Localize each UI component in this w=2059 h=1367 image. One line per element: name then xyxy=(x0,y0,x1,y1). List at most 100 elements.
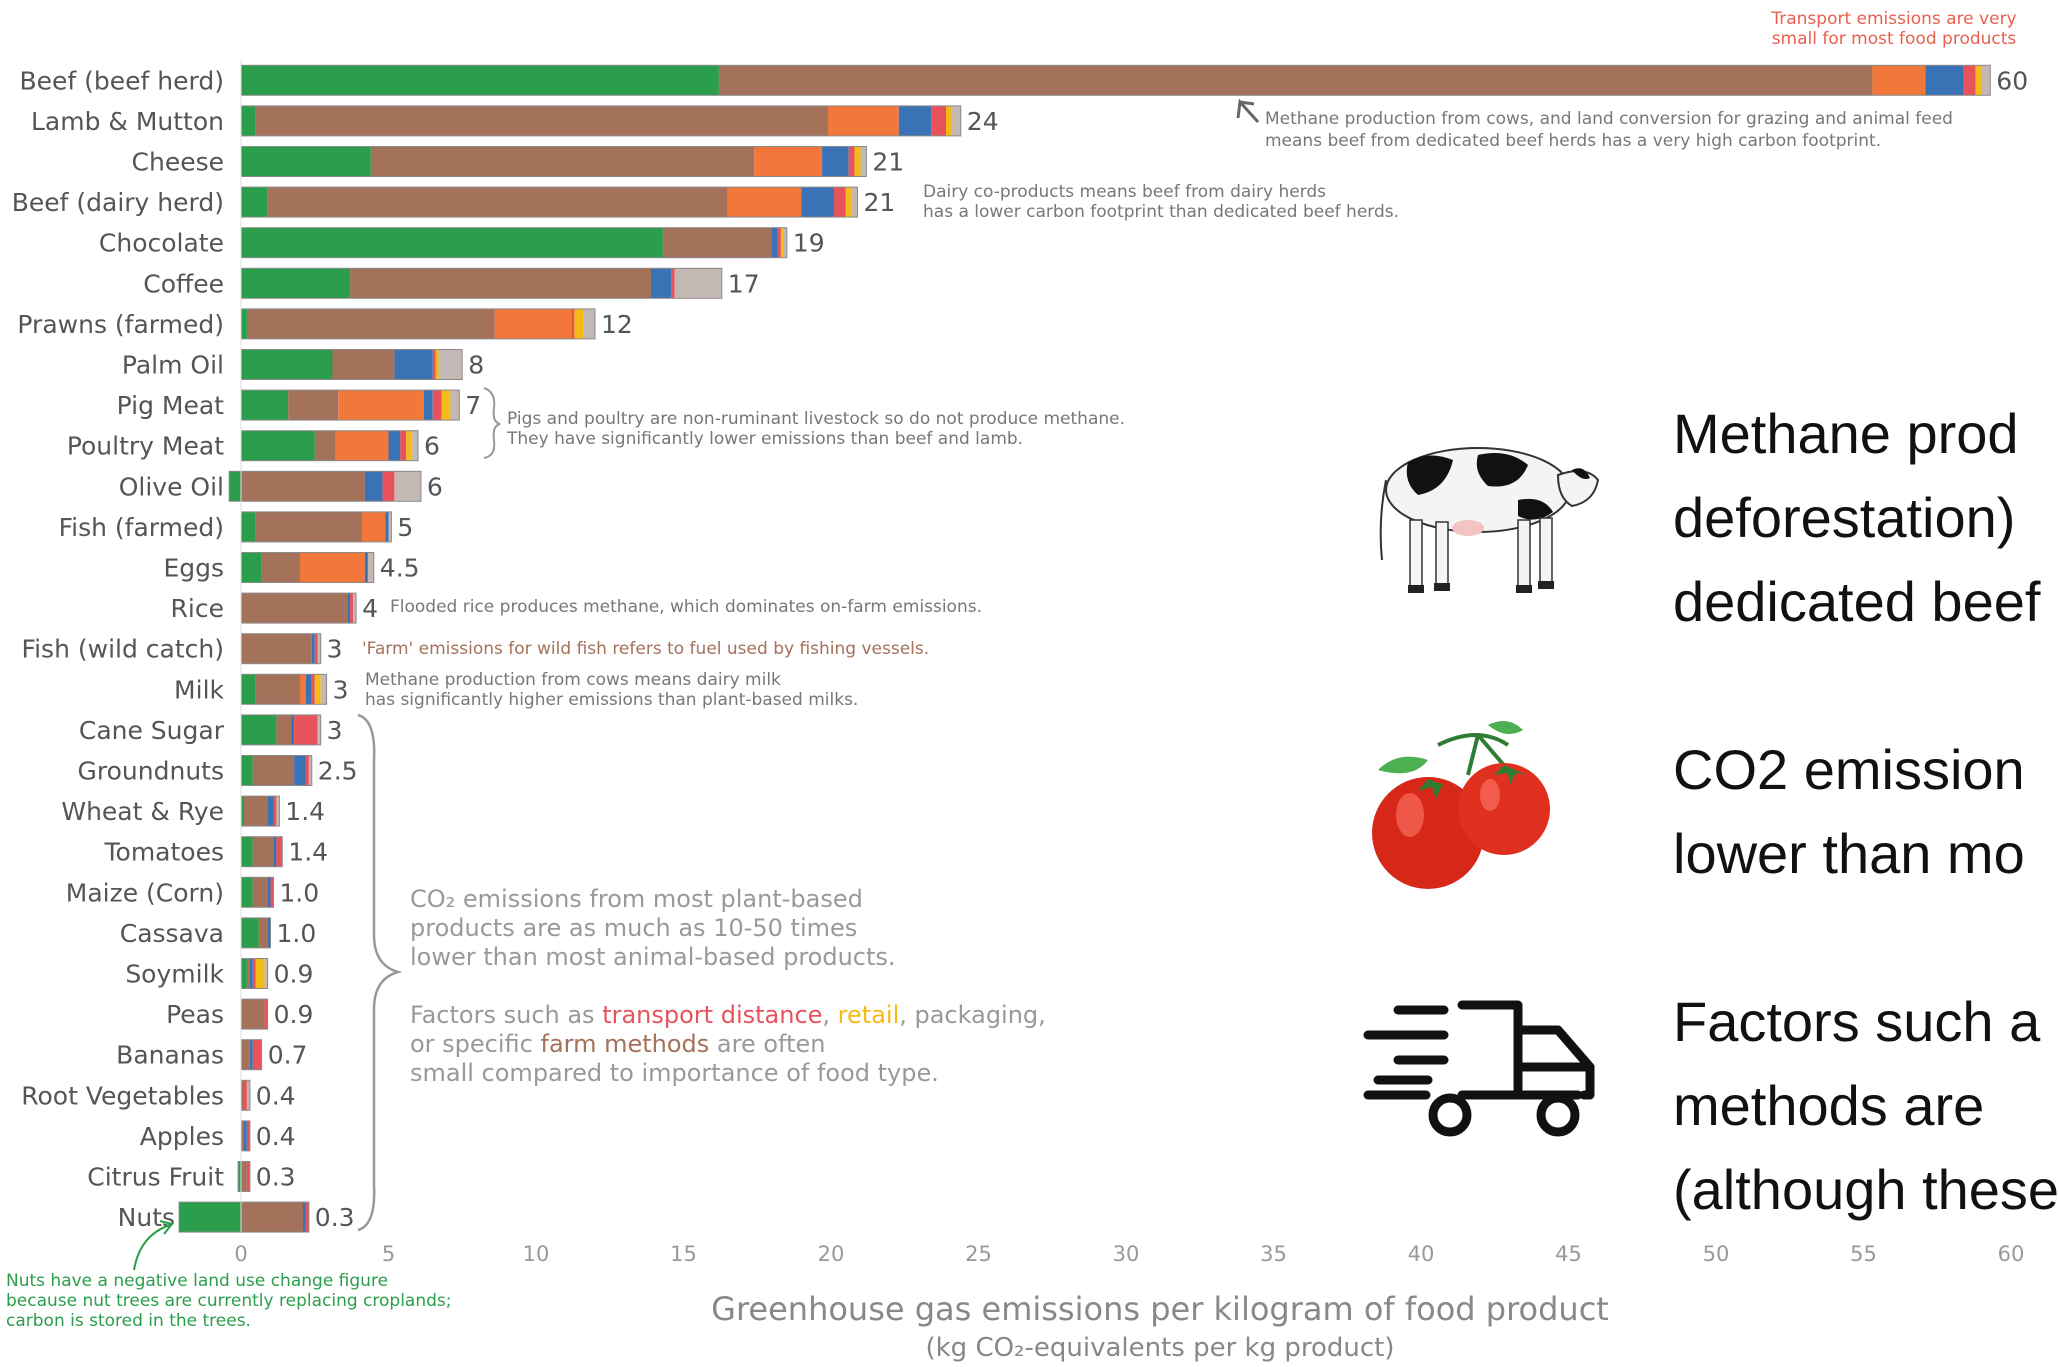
nuts-note-2: because nut trees are currently replacin… xyxy=(6,1291,452,1311)
value-label: 17 xyxy=(728,269,760,298)
bar-segment xyxy=(291,714,295,745)
bar-segment xyxy=(314,633,318,664)
transport-note-2: small for most food products xyxy=(1772,29,2017,49)
bar-segment xyxy=(574,308,584,339)
bar-segment xyxy=(412,430,418,461)
truck-text-line: methods are xyxy=(1673,1074,1985,1137)
value-label: 0.4 xyxy=(256,1081,296,1110)
bar-segment xyxy=(314,674,321,705)
category-label: Nuts xyxy=(118,1203,175,1232)
bar-segment xyxy=(801,187,834,218)
bar-segment xyxy=(276,714,292,745)
beef-note-1: Methane production from cows, and land c… xyxy=(1265,109,1953,129)
nuts-note-1: Nuts have a negative land use change fig… xyxy=(6,1271,388,1291)
bar-segment xyxy=(246,1120,250,1151)
value-label: 5 xyxy=(397,513,413,542)
bar-segment xyxy=(241,511,256,542)
bar-segment xyxy=(270,877,274,908)
bar-segment xyxy=(1963,65,1976,96)
x-axis-subtitle: (kg CO₂-equivalents per kg product) xyxy=(925,1333,1394,1363)
bar-segment xyxy=(241,714,277,745)
bar-segment xyxy=(727,187,802,218)
value-label: 1.0 xyxy=(277,919,317,948)
dairy-note-1: Dairy co-products means beef from dairy … xyxy=(923,182,1326,202)
bar-segment xyxy=(246,308,495,339)
bar-segment xyxy=(718,65,1873,96)
bar-segment xyxy=(264,958,268,989)
bar-segment xyxy=(179,1202,242,1233)
bar-segment xyxy=(241,471,365,502)
value-label: 2.5 xyxy=(318,757,358,786)
value-label: 12 xyxy=(601,310,633,339)
value-label: 1.0 xyxy=(279,878,319,907)
plant-note-1: CO₂ emissions from most plant-based xyxy=(410,885,863,913)
bar-segment xyxy=(241,308,247,339)
bar-segment xyxy=(347,593,351,624)
bar-segment xyxy=(243,796,268,827)
x-tick-label: 20 xyxy=(818,1242,845,1266)
bar-segment xyxy=(338,390,424,421)
cow-text: Methane prod deforestation) dedicated be… xyxy=(1673,392,2040,644)
bar-segment xyxy=(241,187,268,218)
bar-segment xyxy=(246,958,250,989)
category-label: Citrus Fruit xyxy=(87,1163,224,1192)
bar-segment xyxy=(249,1039,253,1070)
bar-segment xyxy=(367,552,374,583)
beef-arrow-icon xyxy=(1236,98,1260,124)
value-label: 0.3 xyxy=(256,1163,296,1192)
bar-segment xyxy=(311,674,315,705)
bar-segment xyxy=(241,65,719,96)
bar-segment xyxy=(246,1161,250,1192)
bar-segment xyxy=(241,999,265,1030)
category-label: Groundnuts xyxy=(78,757,224,786)
category-label: Fish (farmed) xyxy=(59,513,224,542)
bar-segment xyxy=(241,796,244,827)
truck-icon xyxy=(1363,1000,1595,1137)
plant-note-3: lower than most animal-based products. xyxy=(410,943,896,971)
value-label: 4 xyxy=(362,594,378,623)
factors-note-2: or specific farm methods are often xyxy=(410,1030,825,1058)
pigs-note-2: They have significantly lower emissions … xyxy=(506,429,1023,449)
tomato-icon xyxy=(1372,721,1550,889)
bar-segment xyxy=(229,471,241,502)
bar-segment xyxy=(252,836,274,867)
x-tick-label: 60 xyxy=(1998,1242,2025,1266)
beef-note-2: means beef from dedicated beef herds has… xyxy=(1265,131,1881,151)
bar-segment xyxy=(350,593,354,624)
bar-segment xyxy=(388,511,392,542)
bar-outline xyxy=(178,1201,310,1233)
bar-segment xyxy=(834,187,846,218)
bar-segment xyxy=(243,1120,247,1151)
bar-segment xyxy=(828,105,899,136)
bar-segment xyxy=(671,268,675,299)
bar-segment xyxy=(252,1039,262,1070)
bar-segment xyxy=(822,146,849,177)
bar-segment xyxy=(361,511,386,542)
bar-segment xyxy=(294,714,318,745)
transport-note-1: Transport emissions are very xyxy=(1770,9,2016,29)
bar-segment xyxy=(851,187,858,218)
category-label: Beef (dairy herd) xyxy=(12,188,224,217)
bar-segment xyxy=(241,836,253,867)
category-label: Cassava xyxy=(120,919,224,948)
category-label: Coffee xyxy=(143,269,224,298)
bar-segment xyxy=(243,1080,247,1111)
bars: Beef (beef herd) 60 Lamb & Mutton 24 Cheese 2… xyxy=(12,64,2028,1233)
bar-segment xyxy=(252,958,256,989)
bar-segment xyxy=(780,227,784,258)
value-label: 3 xyxy=(327,635,343,664)
cow-text-line: Methane prod xyxy=(1673,402,2019,465)
tomato-text-line: lower than mo xyxy=(1673,822,2025,885)
bar-segment xyxy=(241,1161,247,1192)
category-label: Bananas xyxy=(116,1041,224,1070)
category-label: Olive Oil xyxy=(119,472,224,501)
cow-icon xyxy=(1379,447,1600,593)
bar-segment xyxy=(273,796,277,827)
bar-outline xyxy=(237,1161,251,1192)
x-tick-label: 45 xyxy=(1555,1242,1582,1266)
value-label: 60 xyxy=(1996,66,2028,95)
bar-segment xyxy=(364,552,368,583)
category-label: Palm Oil xyxy=(122,351,224,380)
bar-segment xyxy=(238,1161,242,1192)
